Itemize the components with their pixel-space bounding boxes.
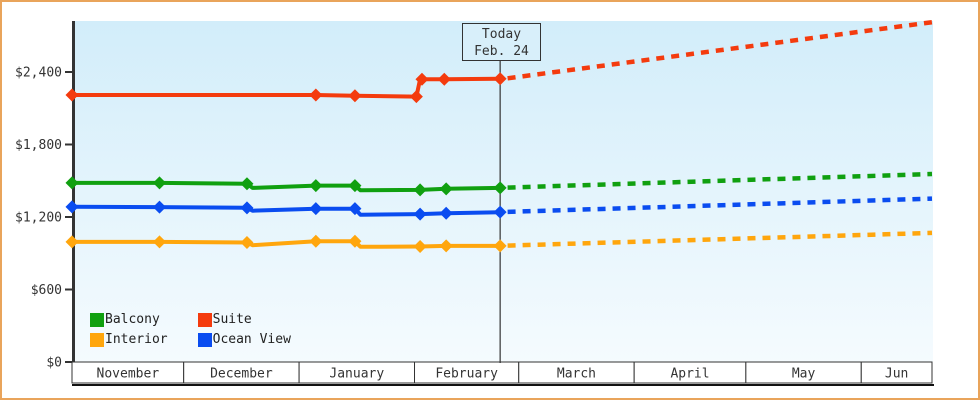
- y-tick: [65, 361, 72, 363]
- legend-item-balcony: Balcony: [90, 312, 168, 327]
- data-point-ocean-view: [348, 202, 362, 216]
- data-point-suite: [493, 72, 507, 86]
- month-label: March: [557, 367, 596, 382]
- y-tick: [65, 143, 72, 146]
- legend-swatch-ocean-view: [197, 332, 212, 347]
- month-label: December: [210, 367, 273, 382]
- data-point-suite: [437, 72, 451, 86]
- data-point-interior: [413, 239, 427, 253]
- y-tick-label: $1,800: [15, 138, 62, 153]
- today-box: Today Feb. 24: [462, 23, 541, 61]
- series-forecast-line-balcony: [507, 171, 933, 190]
- y-axis-line: [72, 21, 75, 362]
- legend-label-suite: Suite: [212, 312, 252, 327]
- data-point-ocean-view: [493, 205, 507, 219]
- data-point-balcony: [152, 176, 166, 190]
- y-tick-label: $600: [31, 283, 62, 298]
- series-line-ocean-view: [70, 204, 503, 217]
- legend-swatch-suite: [197, 312, 212, 327]
- data-point-interior: [65, 235, 79, 249]
- series-line-interior: [70, 239, 503, 249]
- y-tick: [65, 216, 72, 218]
- legend-label-balcony: Balcony: [105, 312, 160, 327]
- legend-item-ocean-view: Ocean View: [197, 332, 291, 347]
- month-label: May: [792, 367, 816, 382]
- series-forecast-line-interior: [507, 230, 933, 248]
- y-tick: [65, 288, 72, 291]
- data-point-interior: [439, 239, 453, 253]
- legend-swatch-balcony: [90, 312, 104, 327]
- data-point-balcony: [309, 179, 323, 193]
- y-tick-label: $1,200: [15, 211, 62, 226]
- data-point-ocean-view: [152, 200, 166, 214]
- legend-label-interior: Interior: [105, 332, 168, 347]
- month-label: April: [670, 367, 709, 382]
- plot-area: [75, 21, 933, 362]
- axis-bottom-rule: [72, 384, 934, 386]
- month-label: Jun: [885, 367, 908, 382]
- data-point-suite: [309, 88, 323, 102]
- y-tick: [65, 71, 72, 73]
- data-point-ocean-view: [240, 201, 254, 215]
- data-point-suite: [415, 72, 429, 86]
- data-point-balcony: [413, 183, 427, 197]
- data-point-ocean-view: [439, 206, 453, 220]
- data-point-suite: [409, 90, 423, 104]
- series-forecast-line-suite: [507, 19, 933, 81]
- data-point-balcony: [493, 181, 507, 195]
- today-date: Feb. 24: [474, 44, 529, 59]
- y-tick-label: $2,400: [15, 66, 62, 81]
- data-point-interior: [309, 234, 323, 248]
- today-label: Today: [481, 27, 522, 42]
- data-point-ocean-view: [309, 202, 323, 216]
- series-forecast-line-ocean-view: [507, 196, 933, 215]
- legend-item-interior: Interior: [90, 332, 168, 347]
- month-label: November: [97, 367, 160, 382]
- data-point-interior: [348, 234, 362, 248]
- data-point-suite: [348, 89, 362, 103]
- legend: Balcony Suite Interior Ocean View: [90, 312, 291, 347]
- data-point-ocean-view: [413, 207, 427, 221]
- data-point-interior: [493, 239, 507, 253]
- legend-item-suite: Suite: [197, 312, 291, 327]
- data-point-interior: [240, 235, 254, 249]
- data-point-balcony: [439, 182, 453, 196]
- month-cell: [860, 361, 933, 384]
- series-line-balcony: [70, 180, 503, 193]
- data-point-balcony: [240, 177, 254, 191]
- y-tick-label: $0: [46, 356, 62, 371]
- legend-label-ocean-view: Ocean View: [212, 332, 291, 347]
- month-label: January: [329, 367, 384, 382]
- month-label: February: [435, 367, 498, 382]
- data-point-balcony: [348, 179, 362, 193]
- data-point-ocean-view: [65, 200, 79, 214]
- data-point-suite: [65, 88, 79, 102]
- legend-swatch-interior: [90, 332, 104, 347]
- data-point-balcony: [65, 176, 79, 190]
- data-point-interior: [152, 235, 166, 249]
